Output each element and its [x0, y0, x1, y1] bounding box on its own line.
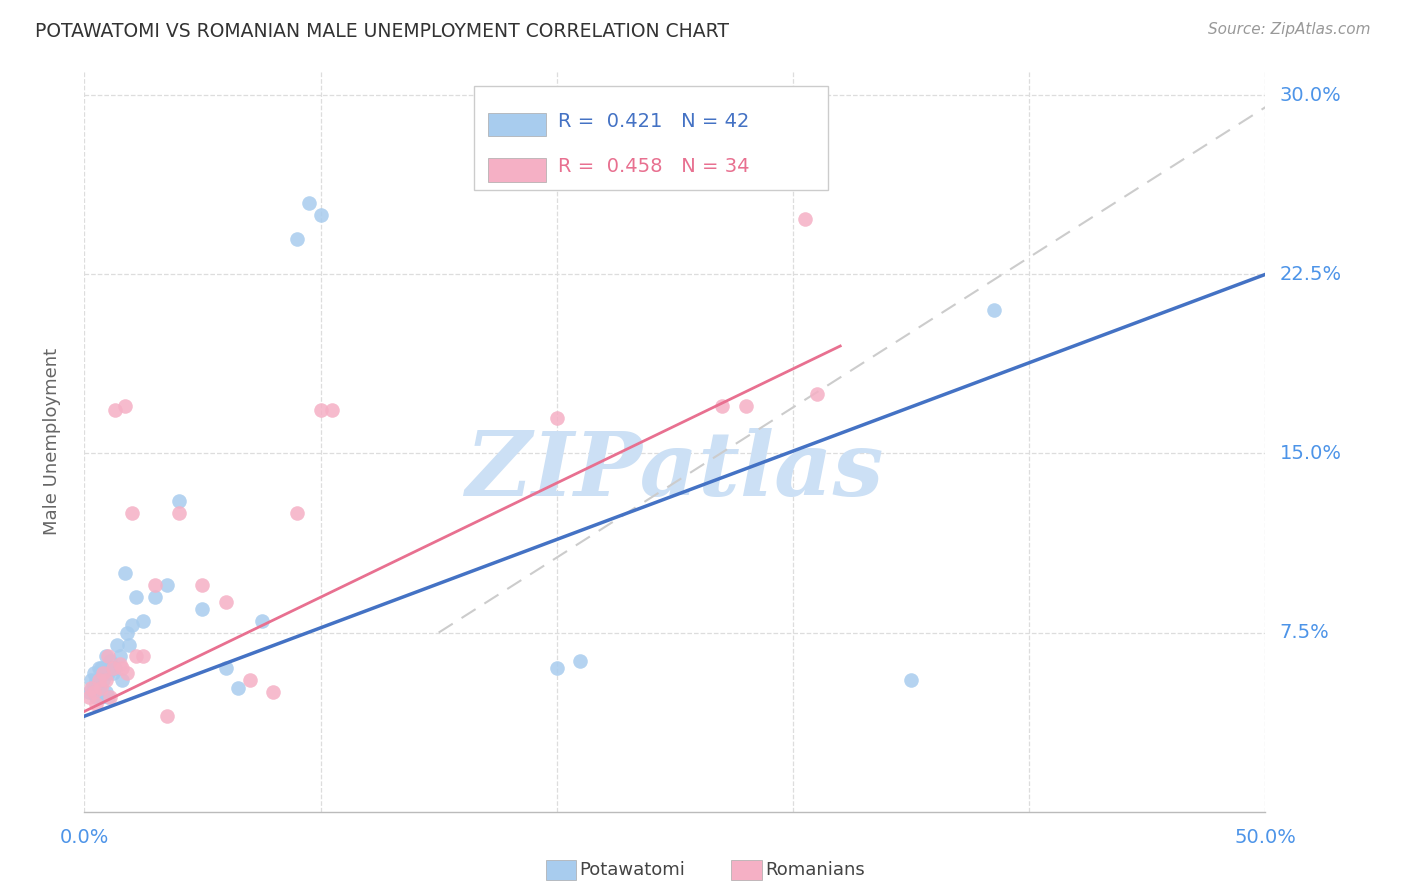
Point: [114, 566, 136, 580]
Point: [546, 410, 568, 425]
Text: 30.0%: 30.0%: [1279, 86, 1341, 104]
Point: [98, 690, 121, 704]
Point: [83, 685, 105, 699]
Y-axis label: Male Unemployment: Male Unemployment: [42, 348, 60, 535]
Point: [111, 661, 134, 675]
Point: [90, 681, 112, 695]
Point: [80, 673, 103, 688]
Point: [107, 638, 129, 652]
Text: ZIPatlas: ZIPatlas: [467, 428, 883, 515]
Point: [91, 673, 114, 688]
Point: [80, 681, 103, 695]
Point: [83, 666, 105, 681]
Point: [125, 590, 148, 604]
Point: [121, 618, 143, 632]
Point: [215, 661, 238, 675]
Point: [84, 673, 107, 688]
Point: [711, 399, 734, 413]
Text: 7.5%: 7.5%: [1279, 624, 1329, 642]
Point: [87, 661, 110, 675]
Point: [87, 673, 110, 688]
Point: [101, 666, 124, 681]
Point: [101, 661, 124, 675]
Point: [77, 685, 100, 699]
Point: [285, 231, 308, 245]
Text: Romanians: Romanians: [765, 861, 865, 879]
Point: [156, 578, 179, 592]
Point: [98, 654, 121, 668]
Point: [167, 506, 190, 520]
Point: [91, 666, 114, 681]
Point: [132, 614, 155, 628]
Point: [108, 649, 131, 664]
Point: [793, 212, 815, 227]
Text: 22.5%: 22.5%: [1279, 265, 1341, 284]
Point: [94, 649, 117, 664]
Point: [156, 709, 179, 723]
Point: [191, 601, 214, 615]
Point: [125, 649, 148, 664]
Point: [115, 625, 138, 640]
Point: [77, 690, 100, 704]
FancyBboxPatch shape: [488, 158, 546, 182]
Point: [734, 399, 756, 413]
Point: [309, 403, 332, 417]
Text: Potawatomi: Potawatomi: [579, 861, 685, 879]
Point: [226, 681, 249, 695]
Point: [983, 303, 1005, 318]
Point: [143, 578, 166, 592]
Point: [298, 195, 321, 210]
Point: [104, 403, 127, 417]
Point: [97, 690, 120, 704]
Point: [94, 685, 117, 699]
Point: [900, 673, 922, 688]
Point: [111, 673, 134, 688]
Point: [90, 690, 112, 704]
Text: Source: ZipAtlas.com: Source: ZipAtlas.com: [1208, 22, 1371, 37]
Point: [90, 661, 112, 675]
Point: [108, 657, 131, 671]
Point: [262, 685, 284, 699]
Point: [143, 590, 166, 604]
Point: [167, 494, 190, 508]
Text: POTAWATOMI VS ROMANIAN MALE UNEMPLOYMENT CORRELATION CHART: POTAWATOMI VS ROMANIAN MALE UNEMPLOYMENT…: [35, 22, 730, 41]
Point: [806, 386, 828, 401]
Point: [239, 673, 262, 688]
Text: R =  0.458   N = 34: R = 0.458 N = 34: [558, 157, 749, 177]
Point: [321, 403, 343, 417]
Point: [132, 649, 155, 664]
Point: [569, 654, 592, 668]
Text: R =  0.421   N = 42: R = 0.421 N = 42: [558, 112, 749, 130]
Point: [94, 673, 117, 688]
Point: [191, 578, 214, 592]
FancyBboxPatch shape: [488, 112, 546, 136]
Point: [285, 506, 308, 520]
Point: [84, 690, 107, 704]
Point: [104, 661, 127, 675]
Point: [215, 594, 238, 608]
Point: [309, 208, 332, 222]
Point: [91, 661, 114, 675]
Point: [115, 666, 138, 681]
Point: [114, 399, 136, 413]
Point: [250, 614, 273, 628]
FancyBboxPatch shape: [474, 87, 828, 190]
Point: [118, 638, 141, 652]
Point: [546, 661, 568, 675]
Text: 15.0%: 15.0%: [1279, 444, 1341, 463]
Point: [87, 681, 110, 695]
Point: [97, 649, 120, 664]
Point: [97, 666, 120, 681]
Point: [83, 681, 105, 695]
Point: [84, 698, 107, 712]
Point: [121, 506, 143, 520]
